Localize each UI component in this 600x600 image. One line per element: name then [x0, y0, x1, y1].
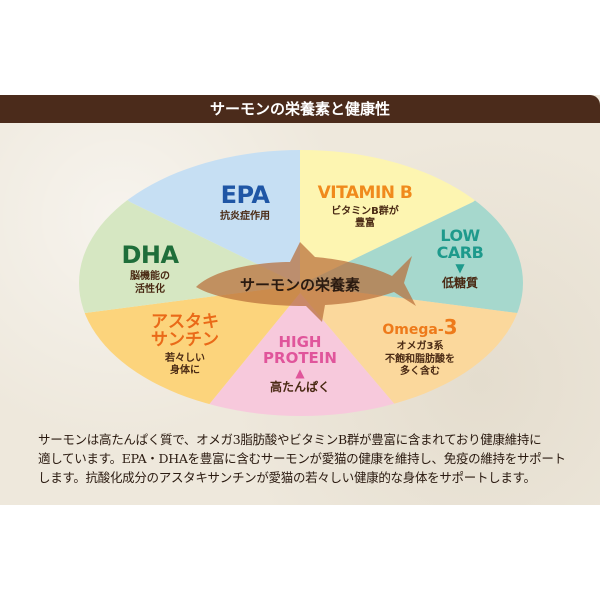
- arrow-down-icon: ▼: [455, 260, 465, 275]
- low-carb-title: LOW CARB: [436, 226, 484, 262]
- high-protein-sub: 高たんぱく: [269, 380, 330, 395]
- vitamin-b-sub1: ビタミンB群が: [331, 205, 399, 217]
- epa-title: EPA: [220, 181, 270, 209]
- segment-vitamin-b: VITAMIN B ビタミンB群が 豊富: [305, 183, 425, 231]
- high-protein-title: HIGH PROTEIN: [263, 333, 337, 367]
- omega-3-title: Omega-3: [382, 315, 458, 339]
- segment-astaxanthin: アスタキ サンチン 若々しい 身体に: [140, 312, 230, 378]
- center-label: サーモンの栄養素: [239, 276, 360, 294]
- description-line: します。抗酸化成分のアスタキサンチンが愛猫の若々しい健康的な身体をサポートします…: [38, 470, 536, 485]
- segment-epa: EPA 抗炎症作用: [200, 181, 290, 224]
- segment-omega-3: Omega-3 オメガ3系 不飽和脂肪酸を 多く含む: [365, 317, 475, 379]
- vitamin-b-sub2: 豊富: [355, 218, 375, 230]
- segment-low-carb: LOW CARB ▼ 低糖質: [420, 226, 500, 291]
- title-bar: サーモンの栄養素と健康性: [0, 95, 600, 123]
- wedge-high-protein: [207, 293, 397, 416]
- description-line: 適しています。EPA・DHAを豊富に含むサーモンが愛猫の健康を維持し、免疫の維持…: [38, 451, 566, 466]
- dha-title: DHA: [121, 241, 179, 269]
- low-carb-sub: 低糖質: [441, 276, 478, 291]
- segment-dha: DHA 脳機能の 活性化: [110, 241, 190, 296]
- astaxanthin-title: アスタキ サンチン: [151, 312, 219, 350]
- vitamin-b-title: VITAMIN B: [317, 183, 413, 203]
- description: サーモンは高たんぱく質で、オメガ3脂肪酸やビタミンB群が豊富に含まれており健康維…: [38, 430, 568, 487]
- description-line: サーモンは高たんぱく質で、オメガ3脂肪酸やビタミンB群が豊富に含まれており健康維…: [38, 432, 542, 447]
- segment-high-protein: HIGH PROTEIN ▲ 高たんぱく: [250, 333, 350, 395]
- arrow-up-icon: ▲: [295, 365, 305, 380]
- epa-sub: 抗炎症作用: [220, 211, 270, 223]
- salmon-silhouette-icon: [196, 242, 416, 322]
